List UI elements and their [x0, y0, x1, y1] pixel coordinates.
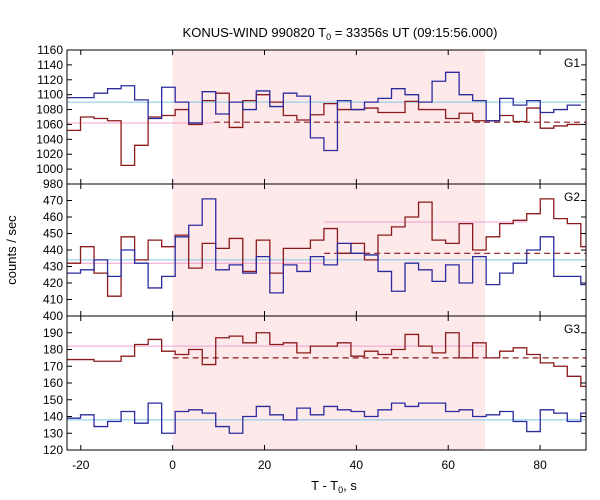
y-tick-label: 400 [43, 309, 63, 323]
y-tick-label: 1120 [37, 73, 63, 87]
panel-label: G1 [564, 56, 580, 70]
x-tick-label: 0 [169, 458, 176, 472]
y-tick-label: 130 [43, 426, 63, 440]
x-tick-label: -20 [72, 458, 90, 472]
y-tick-label: 1100 [37, 88, 63, 102]
x-axis-title: T - T0, s [311, 478, 357, 495]
signal-interval-band [172, 50, 485, 184]
y-tick-label: 160 [43, 376, 63, 390]
y-tick-label: 170 [43, 359, 63, 373]
y-tick-label: 420 [43, 276, 63, 290]
y-tick-label: 450 [43, 227, 63, 241]
y-tick-label: 1000 [36, 162, 63, 176]
y-tick-label: 470 [43, 194, 63, 208]
y-tick-label: 120 [43, 443, 63, 457]
y-tick-label: 140 [43, 410, 63, 424]
y-tick-label: 430 [43, 260, 63, 274]
y-tick-label: 180 [43, 343, 63, 357]
panel-g2: 400 410 420 430 440 450 460 470 G2 [43, 183, 587, 323]
series-blue-g1 [67, 71, 581, 152]
y-tick-label: 190 [43, 326, 63, 340]
y-tick-label: 150 [43, 393, 63, 407]
series-blue-g2 [67, 198, 586, 294]
y-tick-label: 1160 [37, 43, 63, 57]
panel-label: G3 [564, 322, 580, 336]
y-tick-label: 1040 [36, 132, 63, 146]
x-tick-label: 40 [350, 458, 364, 472]
y-tick-label: 460 [43, 210, 63, 224]
x-tick-label: 80 [533, 458, 547, 472]
y-tick-label: 1060 [36, 117, 63, 131]
signal-interval-band [172, 316, 485, 450]
y-tick-label: 1140 [37, 58, 63, 72]
y-tick-label: 1020 [36, 147, 63, 161]
signal-interval-band [172, 184, 485, 316]
series-red-g3 [67, 332, 586, 387]
y-tick-label: 440 [43, 243, 63, 257]
chart-title: KONUS-WIND 990820 T0 = 33356s UT (09:15:… [183, 25, 498, 42]
panel-label: G2 [564, 190, 580, 204]
x-tick-label: 20 [258, 458, 272, 472]
y-tick-label: 1080 [36, 103, 63, 117]
panel-g3: 120 130 140 150 160 170 180 190 G3 [43, 315, 587, 457]
y-tick-label: 410 [43, 293, 63, 307]
y-axis-title: counts / sec [4, 215, 19, 285]
y-tick-label: 980 [43, 177, 63, 191]
series-blue-g3 [67, 402, 586, 434]
x-tick-label: 60 [442, 458, 456, 472]
